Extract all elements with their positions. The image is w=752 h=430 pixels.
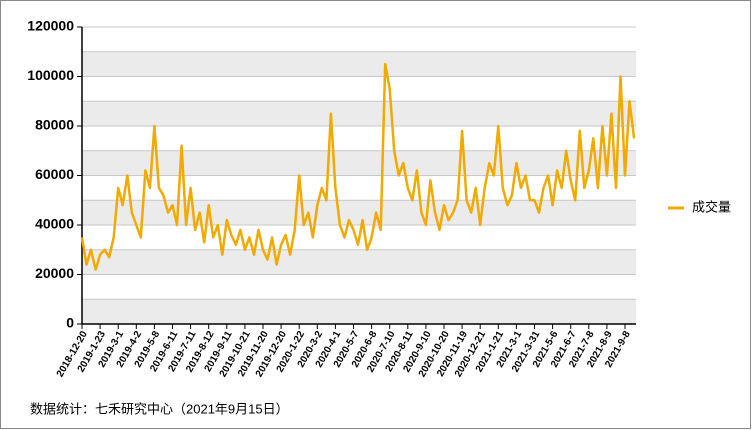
grid-band (82, 299, 636, 324)
y-tick-label: 100000 (27, 67, 74, 83)
grid-band (82, 249, 636, 275)
y-tick-label: 40000 (35, 216, 74, 232)
y-tick-label: 80000 (35, 117, 74, 133)
legend-label: 成交量 (692, 199, 731, 214)
data-line (80, 62, 636, 271)
y-tick-label: 120000 (27, 18, 74, 34)
y-tick-label: 20000 (35, 265, 74, 281)
source-note: 数据统计：七禾研究中心（2021年9月15日） (30, 401, 289, 416)
grid-band (82, 51, 636, 77)
grid-band (82, 101, 636, 126)
grid-band (82, 150, 636, 176)
y-tick-label: 0 (66, 315, 74, 331)
y-tick-label: 60000 (35, 166, 74, 182)
